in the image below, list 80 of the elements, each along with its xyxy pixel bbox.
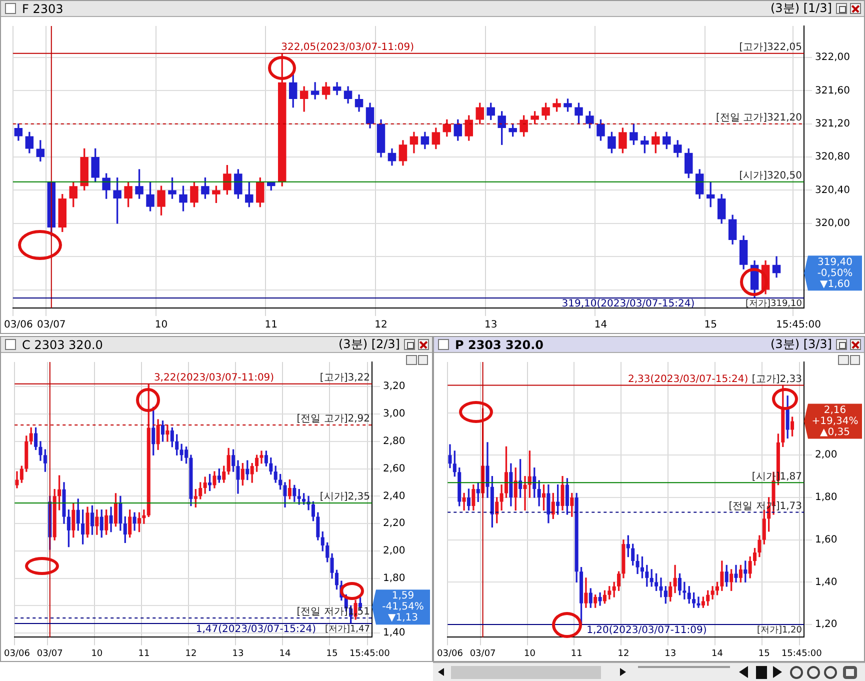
chart-subtitle: (3분) [1/3] [770, 0, 832, 17]
x-tick-label: 13 [664, 648, 676, 659]
chart-title: C 2303 320.0 [22, 338, 103, 352]
y-tick-label: 2,00 [815, 450, 838, 461]
ref-line-label: [고가]2,33 [752, 374, 802, 385]
x-tick-label: 15 [758, 648, 770, 659]
x-tick-label: 15:45:00 [776, 320, 821, 331]
x-tick-label: 10 [154, 320, 168, 331]
x-tick-label: 15 [704, 320, 717, 331]
y-tick-label: 1,40 [815, 576, 838, 588]
annotation: 1,47(2023/03/07-15:24) [196, 624, 316, 636]
x-tick-label: 14 [279, 648, 292, 659]
ref-line-label: [전일 고가]321,20 [716, 112, 802, 124]
y-tick-label: 1,60 [815, 534, 838, 546]
x-tick-label: 03/06 [4, 648, 30, 659]
annotation: 319,10(2023/03/07-15:24) [562, 298, 695, 310]
ref-line-label: [전일 고가]2,92 [296, 414, 370, 425]
y-tick-label: 1,20 [815, 619, 838, 630]
y-tick-label: 320,40 [815, 184, 850, 196]
candlestick [462, 492, 466, 511]
annotation: 1,20(2023/03/07-11:09) [586, 625, 707, 636]
annotation: 3,22(2023/03/07-11:09) [154, 372, 274, 384]
x-tick-label: 11 [264, 320, 278, 331]
x-tick-label: 15 [326, 648, 338, 659]
x-tick-label: 12 [618, 648, 630, 659]
y-tick-label: 320,80 [815, 152, 850, 163]
x-tick-label: 12 [374, 320, 388, 331]
text: 2,16 +19,34% ▲0,35 [812, 404, 858, 438]
y-tick-label: 321,20 [815, 118, 850, 130]
x-tick-label: 12 [185, 648, 197, 659]
chart-title: F 2303 [22, 2, 64, 16]
x-tick-label: 10 [91, 648, 103, 659]
x-tick-label: 15:45:00 [349, 648, 390, 659]
candlestick [682, 582, 686, 600]
ref-line-label: [시가]320,50 [739, 170, 802, 182]
x-tick-label: 15:45:00 [781, 648, 822, 659]
x-tick-label: 03/06 [4, 320, 33, 331]
x-tick-label: 03/07 [470, 648, 496, 659]
x-tick-label: 11 [138, 648, 150, 659]
chart-subtitle: (3분) [3/3] [770, 336, 832, 353]
y-tick-label: 3,20 [383, 381, 406, 392]
ref-line-label: [고가]322,05 [739, 42, 802, 53]
annotation: 2,33(2023/03/07-15:24) [628, 374, 748, 385]
x-tick-label: 11 [570, 648, 582, 659]
y-tick-label: 3,00 [383, 408, 406, 420]
x-tick-label: 03/06 [437, 648, 464, 659]
candlestick [142, 510, 146, 524]
chart-subtitle: (3분) [2/3] [338, 336, 400, 353]
y-tick-label: 322,00 [815, 52, 850, 64]
annotation: 322,05(2023/03/07-11:09) [281, 42, 414, 53]
x-tick-label: 14 [594, 320, 608, 331]
candlestick [523, 476, 527, 511]
ref-line-label: [저가]1,20 [756, 625, 802, 636]
x-tick-label: 13 [232, 648, 244, 659]
y-tick-label: 1,80 [383, 572, 406, 584]
y-tick-label: 2,40 [383, 490, 406, 502]
x-tick-label: 14 [712, 648, 724, 659]
candlestick [260, 450, 264, 464]
ref-line-label: [고가]3,22 [320, 372, 370, 384]
x-tick-label: 03/07 [36, 320, 66, 331]
chart-title: P 2303 320.0 [455, 338, 544, 352]
x-tick-label: 03/07 [36, 648, 63, 659]
text: 319,40 -0,50% ▼1,60 [817, 256, 853, 290]
y-tick-label: 2,20 [383, 518, 406, 530]
ref-line-label: [저가]1,47 [324, 624, 370, 634]
text: 1,59 -41,54% ▼1,13 [382, 590, 424, 624]
y-tick-label: 1,40 [383, 628, 406, 639]
candlestick [310, 82, 320, 100]
y-tick-label: 2,60 [383, 463, 406, 474]
y-tick-label: 2,80 [383, 436, 406, 448]
x-tick-label: 10 [524, 648, 536, 659]
candlestick [696, 596, 700, 608]
candlestick [659, 578, 663, 598]
y-tick-label: 2,00 [383, 546, 406, 557]
x-tick-label: 13 [484, 320, 498, 331]
y-tick-label: 1,80 [815, 492, 838, 504]
ref-line-label: [저가]319,10 [745, 298, 802, 309]
y-tick-label: 321,60 [815, 85, 850, 96]
ref-line-label: [시가]2,35 [320, 492, 370, 503]
y-tick-label: 320,00 [815, 218, 850, 229]
